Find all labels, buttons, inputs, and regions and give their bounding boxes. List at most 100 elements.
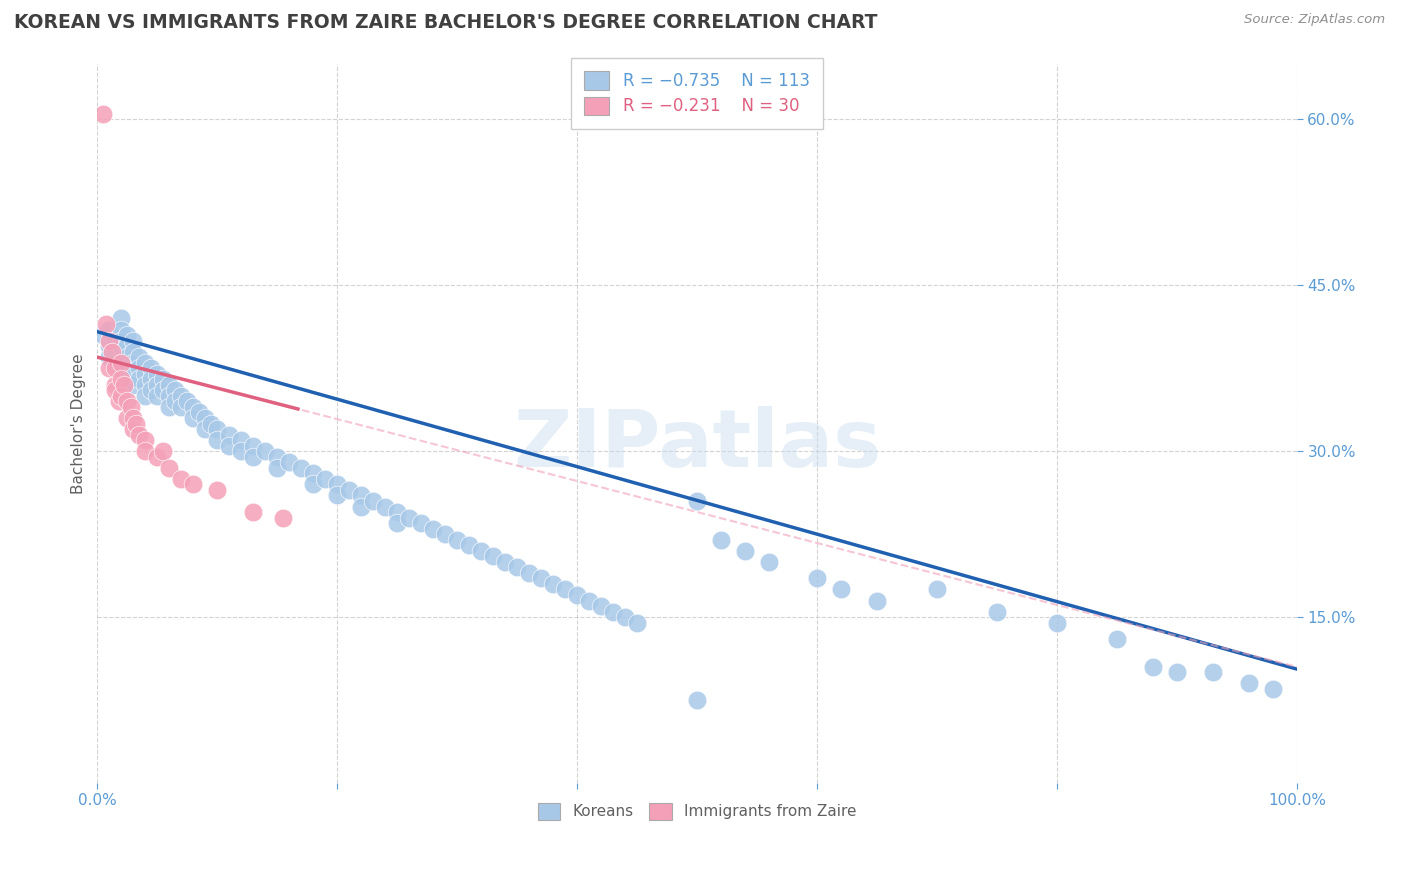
Point [117, 372, 139, 386]
Point [128, 350, 150, 364]
Point [98, 361, 121, 376]
Point [122, 344, 145, 359]
Point [207, 422, 229, 436]
Point [207, 483, 229, 497]
Point [117, 350, 139, 364]
Point [326, 488, 349, 502]
Point [110, 311, 132, 326]
Point [170, 400, 193, 414]
Point [1237, 676, 1260, 690]
Point [1105, 632, 1128, 647]
Point [242, 505, 264, 519]
Point [686, 494, 709, 508]
Point [104, 384, 127, 398]
Point [446, 533, 468, 547]
Point [218, 439, 240, 453]
Point [93, 107, 115, 121]
Point [146, 389, 169, 403]
Point [350, 500, 373, 514]
Point [117, 394, 139, 409]
Point [314, 472, 336, 486]
Point [758, 555, 780, 569]
Point [157, 389, 180, 403]
Point [710, 533, 733, 547]
Point [242, 439, 264, 453]
Point [925, 582, 948, 597]
Point [194, 411, 217, 425]
Point [188, 405, 211, 419]
Point [506, 560, 529, 574]
Point [242, 450, 264, 464]
Point [93, 328, 115, 343]
Point [181, 477, 204, 491]
Point [110, 334, 132, 348]
Point [112, 377, 135, 392]
Point [157, 400, 180, 414]
Point [176, 394, 198, 409]
Point [170, 472, 193, 486]
Point [554, 582, 576, 597]
Point [830, 582, 852, 597]
Point [398, 510, 420, 524]
Point [1202, 665, 1225, 680]
Point [266, 460, 288, 475]
Point [122, 422, 145, 436]
Point [94, 317, 117, 331]
Point [152, 384, 174, 398]
Point [128, 361, 150, 376]
Point [387, 505, 409, 519]
Point [117, 339, 139, 353]
Point [128, 372, 150, 386]
Point [152, 372, 174, 386]
Point [110, 389, 132, 403]
Point [110, 322, 132, 336]
Text: Source: ZipAtlas.com: Source: ZipAtlas.com [1244, 13, 1385, 27]
Point [374, 500, 396, 514]
Point [98, 334, 121, 348]
Point [120, 400, 142, 414]
Point [181, 411, 204, 425]
Point [266, 450, 288, 464]
Text: ZIPatlas: ZIPatlas [513, 406, 882, 484]
Point [141, 372, 163, 386]
Point [278, 455, 301, 469]
Point [128, 427, 150, 442]
Point [254, 444, 277, 458]
Point [231, 433, 253, 447]
Point [134, 389, 156, 403]
Point [231, 444, 253, 458]
Point [302, 467, 325, 481]
Point [411, 516, 433, 530]
Point [110, 372, 132, 386]
Point [117, 411, 139, 425]
Point [146, 377, 169, 392]
Point [1142, 660, 1164, 674]
Point [134, 377, 156, 392]
Point [517, 566, 540, 580]
Point [686, 693, 709, 707]
Point [117, 328, 139, 343]
Point [271, 510, 294, 524]
Point [117, 361, 139, 376]
Point [494, 555, 516, 569]
Point [1046, 615, 1069, 630]
Point [207, 433, 229, 447]
Point [141, 384, 163, 398]
Point [122, 377, 145, 392]
Point [181, 400, 204, 414]
Point [806, 571, 828, 585]
Point [108, 394, 131, 409]
Point [1261, 681, 1284, 696]
Point [134, 433, 156, 447]
Point [104, 344, 127, 359]
Point [567, 588, 589, 602]
Point [194, 422, 217, 436]
Point [578, 593, 600, 607]
Point [110, 361, 132, 376]
Point [165, 394, 187, 409]
Point [614, 610, 637, 624]
Text: KOREAN VS IMMIGRANTS FROM ZAIRE BACHELOR'S DEGREE CORRELATION CHART: KOREAN VS IMMIGRANTS FROM ZAIRE BACHELOR… [14, 13, 877, 32]
Point [104, 377, 127, 392]
Point [98, 350, 121, 364]
Point [152, 444, 174, 458]
